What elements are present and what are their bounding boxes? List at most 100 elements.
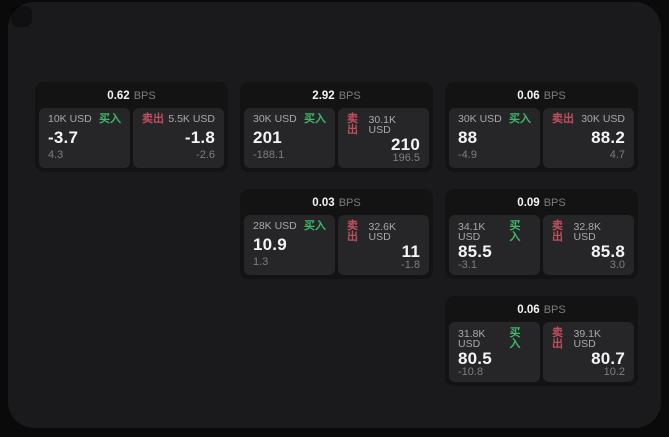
sell-size-label: 5.5K USD [168, 113, 215, 126]
buy-tag: 买入 [99, 113, 121, 125]
quote-panels: 10K USD 买入 -3.7 4.3 卖出 5.5K USD -1.8 -2.… [39, 108, 224, 168]
quote-panels: 30K USD 买入 88 -4.9 卖出 30K USD 88.2 4.7 [449, 108, 634, 168]
bps-unit-label: BPS [133, 90, 156, 102]
buy-panel-header: 30K USD 买入 [253, 114, 326, 125]
quote-card: 0.62 BPS 10K USD 买入 -3.7 4.3 卖出 5.5K USD… [35, 82, 228, 172]
spread-bps-value: 0.06 [517, 304, 540, 316]
buy-quote-panel[interactable]: 34.1K USD 买入 85.5 -3.1 [449, 215, 540, 275]
buy-change: 1.3 [253, 256, 269, 268]
bps-unit-label: BPS [543, 90, 566, 102]
buy-tag: 买入 [304, 113, 326, 125]
buy-change: -10.8 [458, 366, 484, 378]
buy-change: -4.9 [458, 149, 477, 161]
sell-quote-panel[interactable]: 卖出 39.1K USD 80.7 10.2 [543, 322, 634, 382]
bps-unit-label: BPS [543, 197, 566, 209]
sell-change: 3.0 [609, 259, 625, 271]
sell-panel-header: 卖出 5.5K USD [142, 114, 215, 125]
sell-tag: 卖出 [552, 220, 563, 243]
buy-tag: 买入 [509, 220, 521, 243]
bps-unit-label: BPS [338, 90, 361, 102]
buy-quote-panel[interactable]: 31.8K USD 买入 80.5 -10.8 [449, 322, 540, 382]
quote-panels: 28K USD 买入 10.9 1.3 卖出 32.6K USD 11 -1.8 [244, 215, 429, 275]
sell-panel-header: 卖出 30K USD [552, 114, 625, 125]
sell-quote-panel[interactable]: 卖出 30.1K USD 210 196.5 [338, 108, 429, 168]
buy-size-label: 30K USD [253, 113, 297, 126]
sell-change: 196.5 [392, 152, 420, 164]
sell-price: 80.7 [591, 349, 625, 368]
buy-size-label: 34.1K USD [458, 220, 486, 243]
sell-panel-header: 卖出 30.1K USD [347, 114, 420, 136]
sell-price: 210 [391, 135, 420, 154]
sell-tag: 卖出 [552, 113, 574, 125]
buy-change: -188.1 [253, 149, 285, 161]
sell-tag: 卖出 [552, 327, 563, 350]
buy-change: -3.1 [458, 259, 477, 271]
buy-panel-header: 34.1K USD 买入 [458, 221, 531, 243]
quote-card: 0.06 BPS 30K USD 买入 88 -4.9 卖出 30K USD 8… [445, 82, 638, 172]
sell-price: 85.8 [591, 242, 625, 261]
buy-tag: 买入 [509, 113, 531, 125]
bps-unit-label: BPS [338, 197, 361, 209]
sell-size-label: 39.1K USD [573, 327, 601, 350]
sell-panel-header: 卖出 32.6K USD [347, 221, 420, 243]
buy-quote-panel[interactable]: 30K USD 买入 88 -4.9 [449, 108, 540, 168]
sell-change: -1.8 [401, 259, 420, 271]
sell-tag: 卖出 [347, 220, 358, 243]
sell-quote-panel[interactable]: 卖出 32.8K USD 85.8 3.0 [543, 215, 634, 275]
buy-quote-panel[interactable]: 28K USD 买入 10.9 1.3 [244, 215, 335, 275]
spread-bps-value: 0.03 [312, 197, 335, 209]
sell-price: 11 [401, 242, 420, 261]
sell-panel-header: 卖出 32.8K USD [552, 221, 625, 243]
buy-price: -3.7 [48, 128, 79, 147]
quote-board-panel: 0.62 BPS 10K USD 买入 -3.7 4.3 卖出 5.5K USD… [8, 2, 661, 428]
card-header: 0.62 BPS [35, 82, 228, 107]
sell-size-label: 32.8K USD [573, 220, 601, 243]
card-header: 0.03 BPS [240, 189, 433, 214]
sell-tag: 卖出 [142, 113, 164, 125]
spread-bps-value: 0.62 [107, 90, 130, 102]
sell-tag: 卖出 [347, 113, 358, 136]
buy-size-label: 30K USD [458, 113, 502, 126]
sell-size-label: 30K USD [581, 113, 625, 126]
buy-price: 85.5 [458, 242, 492, 261]
buy-panel-header: 28K USD 买入 [253, 221, 326, 232]
quote-panels: 34.1K USD 买入 85.5 -3.1 卖出 32.8K USD 85.8… [449, 215, 634, 275]
spread-bps-value: 2.92 [312, 90, 335, 102]
quote-panels: 31.8K USD 买入 80.5 -10.8 卖出 39.1K USD 80.… [449, 322, 634, 382]
buy-change: 4.3 [48, 149, 64, 161]
buy-quote-panel[interactable]: 10K USD 买入 -3.7 4.3 [39, 108, 130, 168]
buy-price: 10.9 [253, 235, 287, 254]
buy-tag: 买入 [304, 220, 326, 232]
buy-panel-header: 30K USD 买入 [458, 114, 531, 125]
sell-change: 4.7 [609, 149, 625, 161]
sell-size-label: 30.1K USD [368, 113, 396, 136]
spread-bps-value: 0.06 [517, 90, 540, 102]
sell-price: 88.2 [591, 128, 625, 147]
buy-tag: 买入 [509, 327, 521, 350]
quote-card: 0.06 BPS 31.8K USD 买入 80.5 -10.8 卖出 39.1… [445, 296, 638, 386]
buy-size-label: 31.8K USD [458, 327, 486, 350]
sell-quote-panel[interactable]: 卖出 32.6K USD 11 -1.8 [338, 215, 429, 275]
sell-price: -1.8 [184, 128, 215, 147]
sell-size-label: 32.6K USD [368, 220, 396, 243]
card-header: 0.06 BPS [445, 296, 638, 321]
quote-panels: 30K USD 买入 201 -188.1 卖出 30.1K USD 210 1… [244, 108, 429, 168]
sell-quote-panel[interactable]: 卖出 30K USD 88.2 4.7 [543, 108, 634, 168]
quote-card: 0.03 BPS 28K USD 买入 10.9 1.3 卖出 32.6K US… [240, 189, 433, 279]
buy-size-label: 10K USD [48, 113, 92, 126]
card-header: 2.92 BPS [240, 82, 433, 107]
quote-card: 0.09 BPS 34.1K USD 买入 85.5 -3.1 卖出 32.8K… [445, 189, 638, 279]
bps-unit-label: BPS [543, 304, 566, 316]
card-header: 0.06 BPS [445, 82, 638, 107]
quote-card: 2.92 BPS 30K USD 买入 201 -188.1 卖出 30.1K … [240, 82, 433, 172]
buy-price: 80.5 [458, 349, 492, 368]
spread-bps-value: 0.09 [517, 197, 540, 209]
sell-change: 10.2 [603, 366, 625, 378]
buy-price: 88 [458, 128, 478, 147]
sell-panel-header: 卖出 39.1K USD [552, 328, 625, 350]
buy-quote-panel[interactable]: 30K USD 买入 201 -188.1 [244, 108, 335, 168]
card-header: 0.09 BPS [445, 189, 638, 214]
sell-quote-panel[interactable]: 卖出 5.5K USD -1.8 -2.6 [133, 108, 224, 168]
buy-price: 201 [253, 128, 282, 147]
